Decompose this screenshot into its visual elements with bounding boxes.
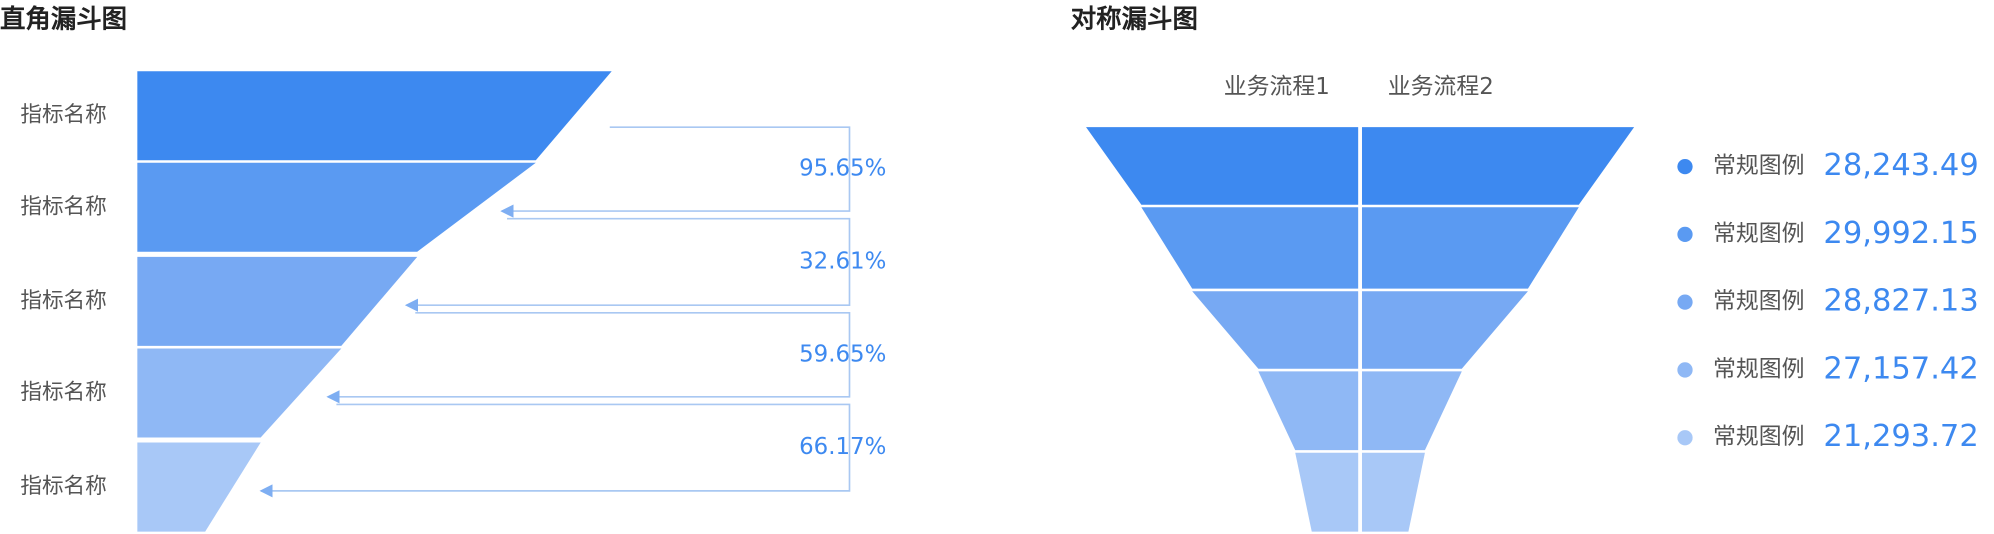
funnel-row	[137, 162, 536, 252]
legend-value: 28,827.13	[1823, 284, 1978, 319]
row-label: 指标名称	[20, 474, 106, 499]
row-label: 指标名称	[20, 194, 106, 219]
legend-label: 常规图例	[1713, 424, 1805, 450]
funnel-left	[1086, 127, 1359, 205]
funnel-row	[137, 71, 612, 161]
series-name: 业务流程2	[1388, 74, 1494, 100]
conversion-label: 59.65%	[799, 341, 886, 367]
funnel-left	[1192, 291, 1359, 369]
row-label: 指标名称	[20, 380, 106, 405]
chart-title: 对称漏斗图	[1071, 3, 1198, 33]
funnel-left	[1295, 452, 1359, 532]
legend-value: 27,157.42	[1823, 351, 1978, 386]
funnel-right	[1361, 207, 1579, 289]
funnel-right	[1361, 291, 1528, 369]
chart-title: 直角漏斗图	[0, 3, 127, 33]
conversion-arrow	[326, 312, 851, 404]
conversion-label: 95.65%	[799, 156, 886, 182]
legend-dot	[1677, 226, 1693, 243]
funnel-right	[1361, 127, 1635, 205]
conversion-arrow	[259, 403, 851, 498]
legend-label: 常规图例	[1713, 356, 1805, 382]
funnel-left	[1258, 371, 1359, 451]
legend-value: 21,293.72	[1823, 419, 1978, 454]
legend-dot	[1677, 430, 1693, 446]
legend-dot	[1677, 158, 1693, 175]
funnel-right	[1361, 452, 1425, 532]
conversion-label: 32.61%	[799, 248, 886, 274]
legend-label: 常规图例	[1713, 153, 1805, 179]
canvas: 直角漏斗图指标名称指标名称指标名称指标名称指标名称95.65%32.61%59.…	[0, 3, 1979, 532]
funnel-row	[137, 256, 418, 346]
legend-value: 28,243.49	[1823, 148, 1978, 183]
legend-label: 常规图例	[1713, 289, 1805, 315]
funnel-row	[137, 442, 261, 532]
funnel-left	[1141, 207, 1359, 289]
series-name: 业务流程1	[1224, 74, 1330, 100]
legend-dot	[1677, 294, 1693, 310]
funnel-right	[1361, 371, 1462, 451]
conversion-arrow	[404, 217, 851, 312]
row-label: 指标名称	[20, 288, 106, 313]
legend-value: 29,992.15	[1823, 216, 1978, 251]
funnel-row	[137, 348, 342, 438]
conversion-arrow	[500, 126, 851, 218]
legend-dot	[1677, 362, 1693, 378]
row-label: 指标名称	[20, 103, 106, 128]
legend-label: 常规图例	[1713, 221, 1805, 247]
conversion-label: 66.17%	[799, 434, 886, 460]
